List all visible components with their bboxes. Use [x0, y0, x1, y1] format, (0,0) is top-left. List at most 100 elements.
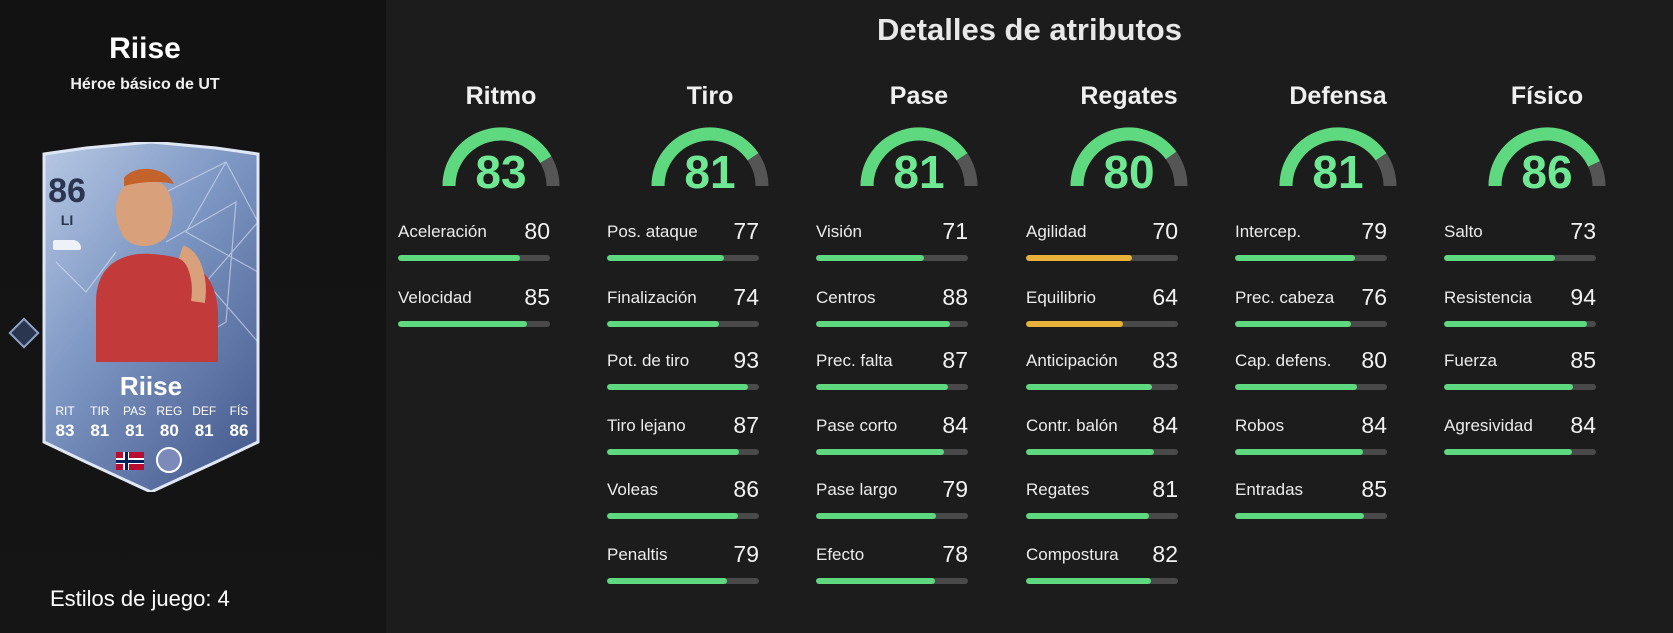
card-stats: RIT 83 TIR 81 PAS 81 REG 80 DEF 81 FÍS 86	[48, 404, 256, 441]
attribute-label: Regates	[1026, 480, 1090, 499]
attribute-value: 83	[1152, 347, 1178, 373]
card-shape	[42, 142, 260, 492]
attribute-row: Regates 81	[1026, 476, 1178, 520]
card-stat-label: REG	[156, 404, 183, 418]
attribute-row: Cap. defens. 80	[1235, 347, 1387, 391]
attribute-bar	[1026, 384, 1178, 390]
attribute-bar-fill	[1235, 449, 1363, 455]
attribute-label: Fuerza	[1444, 351, 1497, 370]
card-stat-label: TIR	[90, 404, 110, 418]
attribute-bar-fill	[1026, 513, 1150, 519]
attribute-label: Voleas	[607, 480, 659, 499]
attribute-bar-fill	[816, 513, 937, 519]
attribute-row: Resistencia 94	[1444, 284, 1596, 328]
category-gauge	[1070, 127, 1188, 187]
attribute-bar-fill	[1026, 255, 1133, 261]
attribute-label: Cap. defens.	[1235, 351, 1332, 370]
attribute-label: Visión	[816, 222, 862, 241]
attribute-value: 79	[733, 541, 759, 567]
attribute-label: Penaltis	[607, 545, 668, 564]
card-stat-tir: TIR 81	[83, 404, 117, 441]
player-subtitle: Héroe básico de UT	[70, 76, 220, 93]
attribute-label: Entradas	[1235, 480, 1304, 499]
category-value: 81	[893, 146, 945, 198]
category-value: 81	[1312, 146, 1364, 198]
attribute-row: Intercep. 79	[1235, 218, 1387, 262]
card-position: LI	[60, 212, 74, 228]
attribute-label: Pot. de tiro	[607, 351, 690, 370]
attribute-label: Pos. ataque	[607, 222, 698, 241]
attribute-bar-fill	[816, 384, 949, 390]
attribute-bar	[1235, 321, 1387, 327]
attribute-bar	[1235, 255, 1387, 261]
attribute-bar	[398, 255, 550, 261]
attribute-value: 81	[1152, 476, 1178, 502]
attribute-row: Pase largo 79	[816, 476, 968, 520]
attribute-row: Pot. de tiro 93	[607, 347, 759, 391]
category-pase: Pase 81 Visión 71 Centros 88 Prec. falta 87 Pase…	[810, 0, 1028, 633]
card-stat-value: 81	[90, 421, 110, 440]
attribute-bar-fill	[1026, 449, 1154, 455]
attribute-row: Finalización 74	[607, 284, 759, 328]
attribute-value: 88	[942, 284, 968, 310]
attribute-bar-fill	[1026, 321, 1124, 327]
gauge-fill	[1070, 127, 1177, 187]
attribute-bar-fill	[1444, 384, 1574, 390]
attribute-label: Aceleración	[398, 222, 487, 241]
card-stat-value: 86	[229, 421, 249, 440]
attribute-bar	[816, 255, 968, 261]
player-card[interactable]: 86 LI Riise RIT 83 TIR 81 PAS 81 REG 80 DEF 81 FÍS…	[26, 142, 276, 492]
gauge-fill	[651, 127, 759, 187]
attribute-value: 73	[1570, 218, 1596, 244]
attribute-bar	[1235, 513, 1387, 519]
category-fisico: Físico 86 Salto 73 Resistencia 94 Fuerza 85 Agre…	[1438, 0, 1656, 633]
attribute-bar-fill	[816, 321, 950, 327]
attribute-bar-fill	[607, 578, 728, 584]
attribute-bar	[1235, 449, 1387, 455]
attribute-bar-fill	[1444, 255, 1555, 261]
attribute-bar-fill	[1444, 321, 1587, 327]
attribute-label: Compostura	[1026, 545, 1119, 564]
attribute-label: Robos	[1235, 416, 1285, 435]
attribute-value: 84	[1570, 412, 1596, 438]
gauge-fill	[1279, 127, 1387, 187]
gauge-fill	[442, 127, 552, 187]
attribute-label: Prec. falta	[816, 351, 893, 370]
attribute-row: Pase corto 84	[816, 412, 968, 456]
attribute-label: Centros	[816, 288, 876, 307]
attribute-label: Efecto	[816, 545, 865, 564]
category-ritmo: Ritmo 83 Aceleración 80 Velocidad 85	[392, 0, 610, 633]
attribute-bar	[1235, 384, 1387, 390]
attribute-value: 80	[524, 218, 550, 244]
attribute-value: 85	[1570, 347, 1596, 373]
category-gauge	[1279, 127, 1397, 187]
attribute-row: Pos. ataque 77	[607, 218, 759, 262]
player-name: Riise	[109, 32, 181, 65]
attribute-row: Agresividad 84	[1444, 412, 1596, 456]
attribute-bar	[1444, 255, 1596, 261]
attribute-label: Equilibrio	[1026, 288, 1096, 307]
attribute-bar	[1444, 321, 1596, 327]
league-badge-icon	[156, 447, 182, 473]
attribute-bar-fill	[816, 578, 935, 584]
attribute-bar	[1026, 513, 1178, 519]
card-stat-value: 81	[125, 421, 145, 440]
card-player-name: Riise	[119, 371, 183, 401]
attribute-value: 76	[1361, 284, 1387, 310]
attribute-row: Penaltis 79	[607, 541, 759, 585]
attribute-bar-fill	[607, 513, 738, 519]
card-stat-value: 83	[55, 421, 75, 440]
attribute-bar	[1026, 578, 1178, 584]
category-value: 81	[684, 146, 736, 198]
attribute-value: 71	[942, 218, 968, 244]
category-value: 80	[1103, 146, 1155, 198]
boot-icon	[53, 240, 81, 250]
attribute-bar	[816, 384, 968, 390]
card-stat-fís: FÍS 86	[222, 404, 256, 441]
category-regates: Regates 80 Agilidad 70 Equilibrio 64 Anticipac…	[1020, 0, 1238, 633]
attribute-bar-fill	[398, 255, 520, 261]
player-panel: Riise Héroe básico de UT 86	[0, 0, 386, 633]
attribute-bar-fill	[1026, 384, 1153, 390]
attribute-row: Equilibrio 64	[1026, 284, 1178, 328]
attribute-bar	[607, 449, 759, 455]
